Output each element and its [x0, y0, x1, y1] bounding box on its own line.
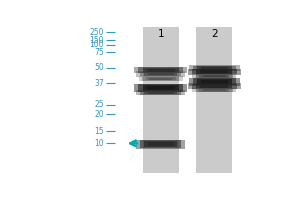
Bar — [199, 75, 229, 78]
Bar — [147, 86, 175, 90]
Bar — [144, 141, 177, 147]
Bar — [201, 80, 228, 84]
Bar — [188, 69, 241, 75]
Text: 100: 100 — [89, 40, 104, 49]
Bar — [138, 67, 183, 73]
Bar — [140, 90, 181, 95]
Text: 150: 150 — [89, 36, 104, 45]
Text: 25: 25 — [94, 100, 104, 109]
Bar — [188, 83, 241, 89]
Bar — [134, 67, 187, 73]
Text: 37: 37 — [94, 79, 104, 88]
Bar — [136, 90, 185, 95]
Bar — [139, 76, 183, 81]
Text: 15: 15 — [94, 127, 104, 136]
Bar — [197, 79, 232, 85]
Text: 10: 10 — [94, 139, 104, 148]
Bar — [193, 66, 236, 70]
Bar — [192, 84, 236, 89]
Bar — [192, 69, 236, 74]
Bar — [148, 142, 173, 146]
Bar — [143, 27, 179, 173]
Bar — [136, 71, 185, 77]
Bar — [140, 140, 181, 148]
Bar — [142, 77, 179, 81]
Text: 20: 20 — [94, 110, 104, 119]
Bar — [196, 27, 232, 173]
Bar — [199, 89, 229, 92]
Bar — [142, 85, 179, 91]
Bar — [189, 78, 240, 86]
Text: 50: 50 — [94, 63, 104, 72]
Text: 250: 250 — [89, 28, 104, 37]
Bar — [142, 68, 179, 72]
Bar — [134, 84, 187, 92]
Text: 75: 75 — [94, 48, 104, 57]
Bar — [202, 75, 226, 77]
Bar — [149, 78, 172, 80]
Bar — [147, 69, 175, 72]
Bar — [196, 84, 232, 88]
Bar — [201, 67, 228, 69]
Bar — [148, 73, 173, 75]
Text: 2: 2 — [211, 29, 217, 39]
Bar — [192, 88, 236, 92]
Bar — [148, 91, 173, 94]
Bar — [192, 74, 236, 78]
Bar — [196, 70, 232, 74]
Bar — [138, 84, 183, 92]
Bar — [200, 70, 228, 73]
Bar — [200, 85, 228, 88]
Bar — [196, 74, 233, 78]
Bar — [202, 89, 226, 91]
Bar — [196, 88, 233, 92]
Bar — [197, 66, 232, 70]
Bar — [193, 78, 236, 85]
Bar — [189, 65, 240, 71]
Bar — [146, 77, 176, 80]
Bar — [144, 91, 177, 94]
Bar — [136, 140, 185, 149]
Text: 1: 1 — [158, 29, 164, 39]
Bar — [140, 72, 181, 76]
Bar — [144, 72, 177, 76]
